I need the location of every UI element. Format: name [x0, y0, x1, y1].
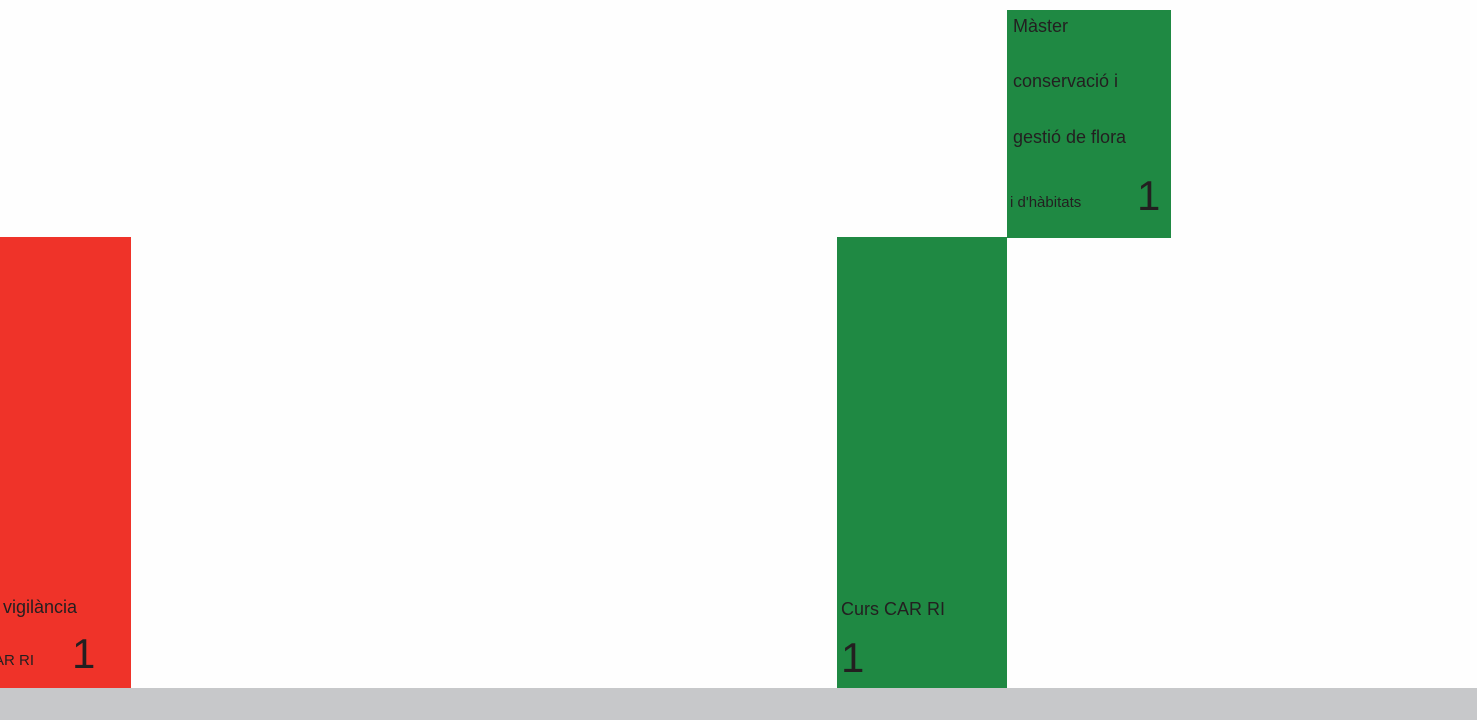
- green-top-block: Màster conservació i gestió de flora i d…: [1007, 10, 1171, 238]
- green-top-block-label-line3: gestió de flora: [1013, 127, 1127, 147]
- red-block-label-line1: vigilància: [3, 597, 78, 617]
- green-tall-block: Curs CAR RI 1: [837, 237, 1007, 688]
- footer-band: [0, 688, 1477, 720]
- red-block: vigilància AR RI 1: [0, 237, 131, 688]
- green-top-block-label-line1: Màster: [1013, 16, 1069, 36]
- green-top-block-count: 1: [1137, 172, 1161, 219]
- green-top-block-label-line4: i d'hàbitats: [1010, 194, 1082, 211]
- green-tall-block-count: 1: [841, 634, 865, 681]
- green-top-block-label-line2: conservació i: [1013, 71, 1119, 91]
- red-block-count: 1: [72, 630, 96, 677]
- red-block-label-line2: AR RI: [0, 652, 35, 669]
- green-tall-block-label: Curs CAR RI: [841, 599, 946, 619]
